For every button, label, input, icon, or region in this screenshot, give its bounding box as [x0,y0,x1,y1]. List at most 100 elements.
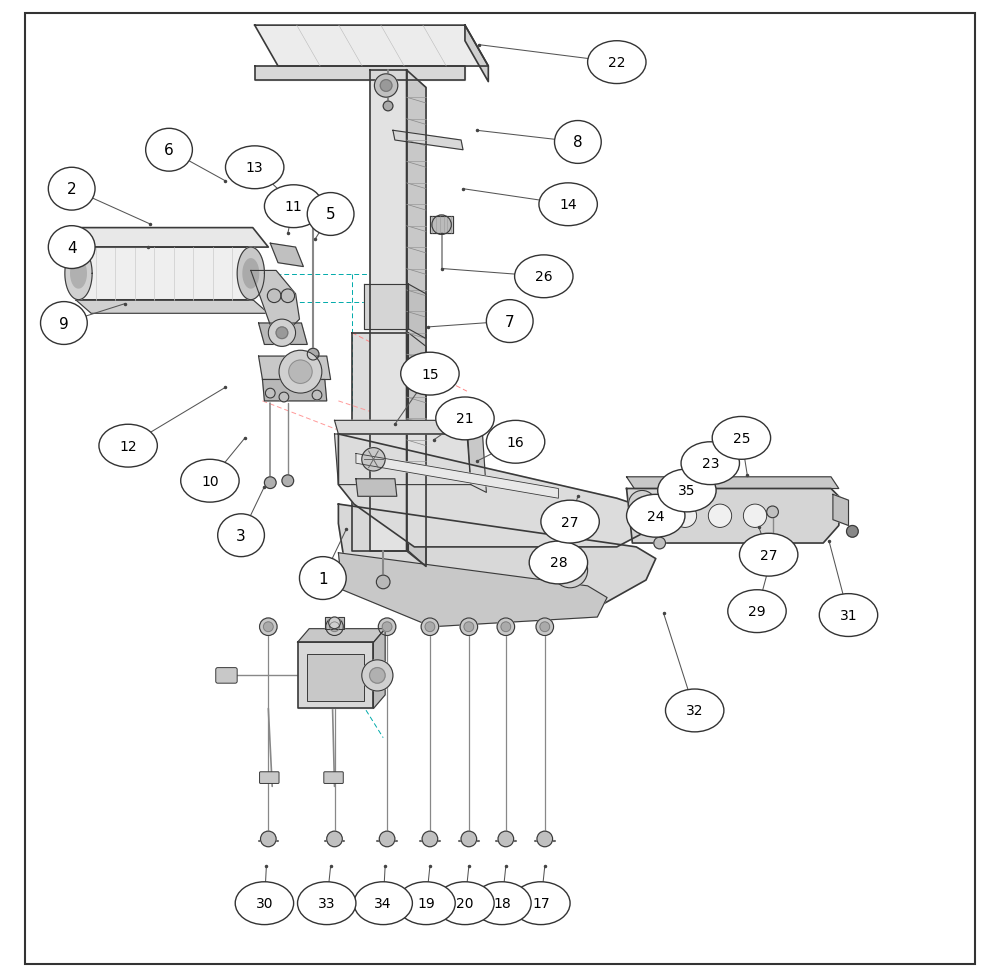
Polygon shape [338,505,656,607]
Polygon shape [393,131,463,151]
Circle shape [537,831,553,847]
Polygon shape [373,629,385,709]
Polygon shape [65,247,92,300]
Ellipse shape [512,882,570,924]
Circle shape [327,831,342,847]
Text: 18: 18 [493,896,511,911]
Circle shape [673,505,697,528]
Polygon shape [430,217,453,234]
Text: 19: 19 [417,896,435,911]
Polygon shape [251,271,299,333]
Circle shape [265,389,275,399]
Text: 4: 4 [67,241,76,255]
Circle shape [268,320,296,347]
Text: 31: 31 [840,608,857,622]
Ellipse shape [541,501,599,544]
Circle shape [362,660,393,691]
Circle shape [307,200,319,211]
Ellipse shape [99,424,157,467]
Ellipse shape [739,534,798,576]
Ellipse shape [473,882,531,924]
Text: 29: 29 [748,604,766,618]
Polygon shape [352,333,408,552]
Circle shape [460,618,478,636]
Polygon shape [370,70,407,552]
Polygon shape [408,333,426,567]
Circle shape [362,448,385,471]
Circle shape [279,393,289,403]
Polygon shape [270,244,303,267]
Text: 30: 30 [256,896,273,911]
Polygon shape [259,357,331,380]
Polygon shape [262,380,327,402]
Text: 13: 13 [246,161,264,175]
Circle shape [464,622,474,632]
Text: 23: 23 [702,457,719,470]
Text: 14: 14 [559,199,577,212]
Ellipse shape [225,147,284,190]
Circle shape [642,505,665,528]
Polygon shape [335,434,471,485]
Circle shape [560,561,580,580]
Ellipse shape [181,460,239,503]
Polygon shape [255,26,488,67]
Polygon shape [467,421,486,493]
Circle shape [261,831,276,847]
Circle shape [276,328,288,339]
Text: 34: 34 [374,896,392,911]
Polygon shape [298,629,385,643]
Circle shape [461,831,477,847]
Ellipse shape [307,194,354,236]
Circle shape [260,618,277,636]
Polygon shape [76,247,253,300]
Ellipse shape [48,168,95,211]
FancyBboxPatch shape [260,772,279,783]
Polygon shape [237,247,264,300]
Bar [307,654,364,701]
Ellipse shape [298,882,356,924]
Ellipse shape [401,353,459,396]
Circle shape [498,831,514,847]
Polygon shape [356,479,397,497]
Ellipse shape [354,882,412,924]
Polygon shape [243,259,259,289]
Ellipse shape [486,300,533,343]
Circle shape [312,391,322,401]
Ellipse shape [48,227,95,269]
Polygon shape [71,259,86,289]
Circle shape [553,554,588,588]
Polygon shape [325,617,344,629]
Polygon shape [465,26,488,82]
Circle shape [380,80,392,92]
Polygon shape [335,421,471,434]
Polygon shape [356,454,558,499]
Circle shape [289,361,312,384]
Ellipse shape [728,590,786,633]
Text: 33: 33 [318,896,335,911]
Polygon shape [627,489,841,544]
Circle shape [767,538,778,550]
Polygon shape [833,495,848,526]
Circle shape [263,622,273,632]
Circle shape [307,349,319,361]
Ellipse shape [397,882,455,924]
Polygon shape [255,67,465,80]
Text: 24: 24 [647,510,665,523]
Ellipse shape [436,882,494,924]
FancyBboxPatch shape [216,668,237,684]
Ellipse shape [658,469,716,512]
Ellipse shape [555,121,601,164]
Polygon shape [298,643,373,709]
Circle shape [382,622,392,632]
Circle shape [536,618,554,636]
Circle shape [279,351,322,394]
Circle shape [654,538,665,550]
Text: 2: 2 [67,182,76,197]
Circle shape [708,505,732,528]
Circle shape [379,831,395,847]
Circle shape [281,289,295,303]
Circle shape [326,618,343,636]
Ellipse shape [712,417,771,460]
Text: 9: 9 [59,316,69,332]
Text: 5: 5 [326,207,335,222]
